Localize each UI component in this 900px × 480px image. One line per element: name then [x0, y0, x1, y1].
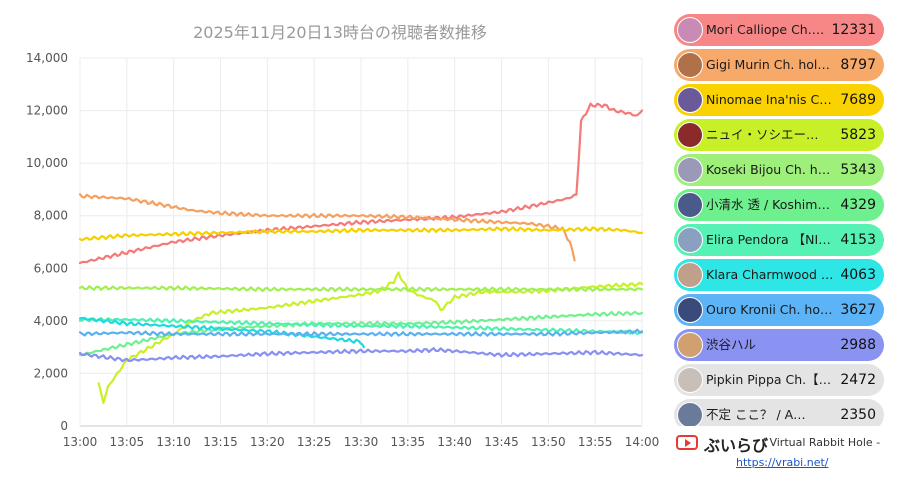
legend-item[interactable]: Gigi Murin Ch. hol… 8797 — [674, 49, 884, 81]
series-line — [78, 316, 644, 336]
avatar — [677, 297, 703, 323]
legend-item[interactable]: Ouro Kronii Ch. ho… 3627 — [674, 294, 884, 326]
legend-channel-name: Koseki Bijou Ch. h… — [706, 162, 831, 177]
legend: Mori Calliope Ch.… 12331 Gigi Murin Ch. ho… — [674, 14, 886, 426]
avatar — [677, 157, 703, 183]
series-line — [78, 226, 644, 242]
legend-item[interactable]: Koseki Bijou Ch. h… 5343 — [674, 154, 884, 186]
legend-item[interactable]: 小清水 透 / Koshim… 4329 — [674, 189, 884, 221]
legend-item[interactable]: 不定 ここ？ / A… 2350 — [674, 399, 884, 426]
avatar — [677, 122, 703, 148]
site-link[interactable]: https://vrabi.net/ — [736, 456, 829, 469]
y-tick-label: 2,000 — [34, 366, 68, 380]
legend-item[interactable]: 渋谷ハル 2988 — [674, 329, 884, 361]
legend-viewer-count: 4329 — [840, 197, 876, 213]
series-line — [78, 102, 644, 265]
avatar — [677, 402, 703, 426]
legend-item[interactable]: ニュイ・ソシエー… 5823 — [674, 119, 884, 151]
legend-viewer-count: 2350 — [840, 407, 876, 423]
legend-viewer-count: 2988 — [840, 337, 876, 353]
avatar — [677, 192, 703, 218]
x-tick-label: 13:30 — [344, 435, 379, 449]
legend-channel-name: Pipkin Pippa Ch.【… — [706, 372, 832, 387]
x-tick-label: 13:05 — [110, 435, 145, 449]
series-line — [97, 271, 644, 404]
y-axis: 0 2,000 4,000 6,000 8,000 10,000 12,000 14,000 — [26, 51, 68, 433]
legend-channel-name: Klara Charmwood … — [706, 267, 834, 282]
x-tick-label: 13:40 — [437, 435, 472, 449]
series-line — [78, 285, 644, 293]
avatar — [677, 87, 703, 113]
legend-channel-name: Mori Calliope Ch.… — [706, 22, 825, 37]
x-tick-label: 13:55 — [578, 435, 613, 449]
x-axis: 13:00 13:05 13:10 13:15 13:20 13:25 13:30 13:35… — [63, 435, 660, 449]
brand-name: ぶいらび — [704, 436, 769, 455]
legend-channel-name: ニュイ・ソシエー… — [706, 127, 819, 142]
legend-viewer-count: 5823 — [840, 127, 876, 143]
x-tick-label: 14:00 — [625, 435, 660, 449]
legend-viewer-count: 12331 — [831, 22, 876, 38]
y-tick-label: 4,000 — [34, 314, 68, 328]
legend-viewer-count: 2472 — [840, 372, 876, 388]
legend-item[interactable]: Elira Pendora 【NI… 4153 — [674, 224, 884, 256]
legend-channel-name: Gigi Murin Ch. hol… — [706, 57, 830, 72]
legend-channel-name: Elira Pendora 【NI… — [706, 232, 831, 247]
legend-viewer-count: 7689 — [840, 92, 876, 108]
series-line — [78, 193, 576, 262]
legend-channel-name: 渋谷ハル — [706, 337, 757, 352]
legend-channel-name: 不定 ここ？ / A… — [706, 407, 806, 422]
legend-channel-name: 小清水 透 / Koshim… — [706, 197, 830, 212]
legend-item[interactable]: Mori Calliope Ch.… 12331 — [674, 14, 884, 46]
y-tick-label: 0 — [60, 419, 68, 433]
x-tick-label: 13:20 — [250, 435, 285, 449]
series-line — [78, 316, 365, 349]
x-tick-label: 13:15 — [203, 435, 238, 449]
legend-viewer-count: 4153 — [840, 232, 876, 248]
avatar — [677, 52, 703, 78]
series-line — [78, 347, 644, 363]
avatar — [677, 332, 703, 358]
legend-item[interactable]: Klara Charmwood … 4063 — [674, 259, 884, 291]
chart-title: 2025年11月20日13時台の視聴者数推移 — [193, 23, 487, 42]
legend-viewer-count: 5343 — [840, 162, 876, 178]
youtube-play-icon[interactable] — [676, 435, 698, 450]
grid — [79, 57, 643, 427]
legend-viewer-count: 8797 — [840, 57, 876, 73]
legend-item[interactable]: Ninomae Ina'nis C… 7689 — [674, 84, 884, 116]
x-tick-label: 13:35 — [391, 435, 426, 449]
legend-viewer-count: 3627 — [840, 302, 876, 318]
series-lines — [78, 102, 644, 404]
legend-channel-name: Ouro Kronii Ch. ho… — [706, 302, 833, 317]
legend-item[interactable]: Pipkin Pippa Ch.【… 2472 — [674, 364, 884, 396]
avatar — [677, 227, 703, 253]
x-tick-label: 13:50 — [531, 435, 566, 449]
y-tick-label: 14,000 — [26, 51, 68, 65]
x-tick-label: 13:10 — [156, 435, 191, 449]
series-line — [78, 328, 644, 337]
y-tick-label: 8,000 — [34, 209, 68, 223]
avatar — [677, 17, 703, 43]
brand-tagline: - Virtual Rabbit Hole - — [762, 436, 881, 449]
y-tick-label: 6,000 — [34, 261, 68, 275]
x-tick-label: 13:25 — [297, 435, 332, 449]
line-chart: 2025年11月20日13時台の視聴者数推移 0 2,000 4,000 6,000 8… — [26, 23, 660, 449]
legend-viewer-count: 4063 — [840, 267, 876, 283]
y-tick-label: 12,000 — [26, 104, 68, 118]
x-tick-label: 13:00 — [63, 435, 98, 449]
avatar — [677, 262, 703, 288]
avatar — [677, 367, 703, 393]
x-tick-label: 13:45 — [484, 435, 519, 449]
y-tick-label: 10,000 — [26, 156, 68, 170]
legend-channel-name: Ninomae Ina'nis C… — [706, 92, 832, 107]
footer: ぶいらび - Virtual Rabbit Hole - https://vra… — [676, 432, 894, 476]
